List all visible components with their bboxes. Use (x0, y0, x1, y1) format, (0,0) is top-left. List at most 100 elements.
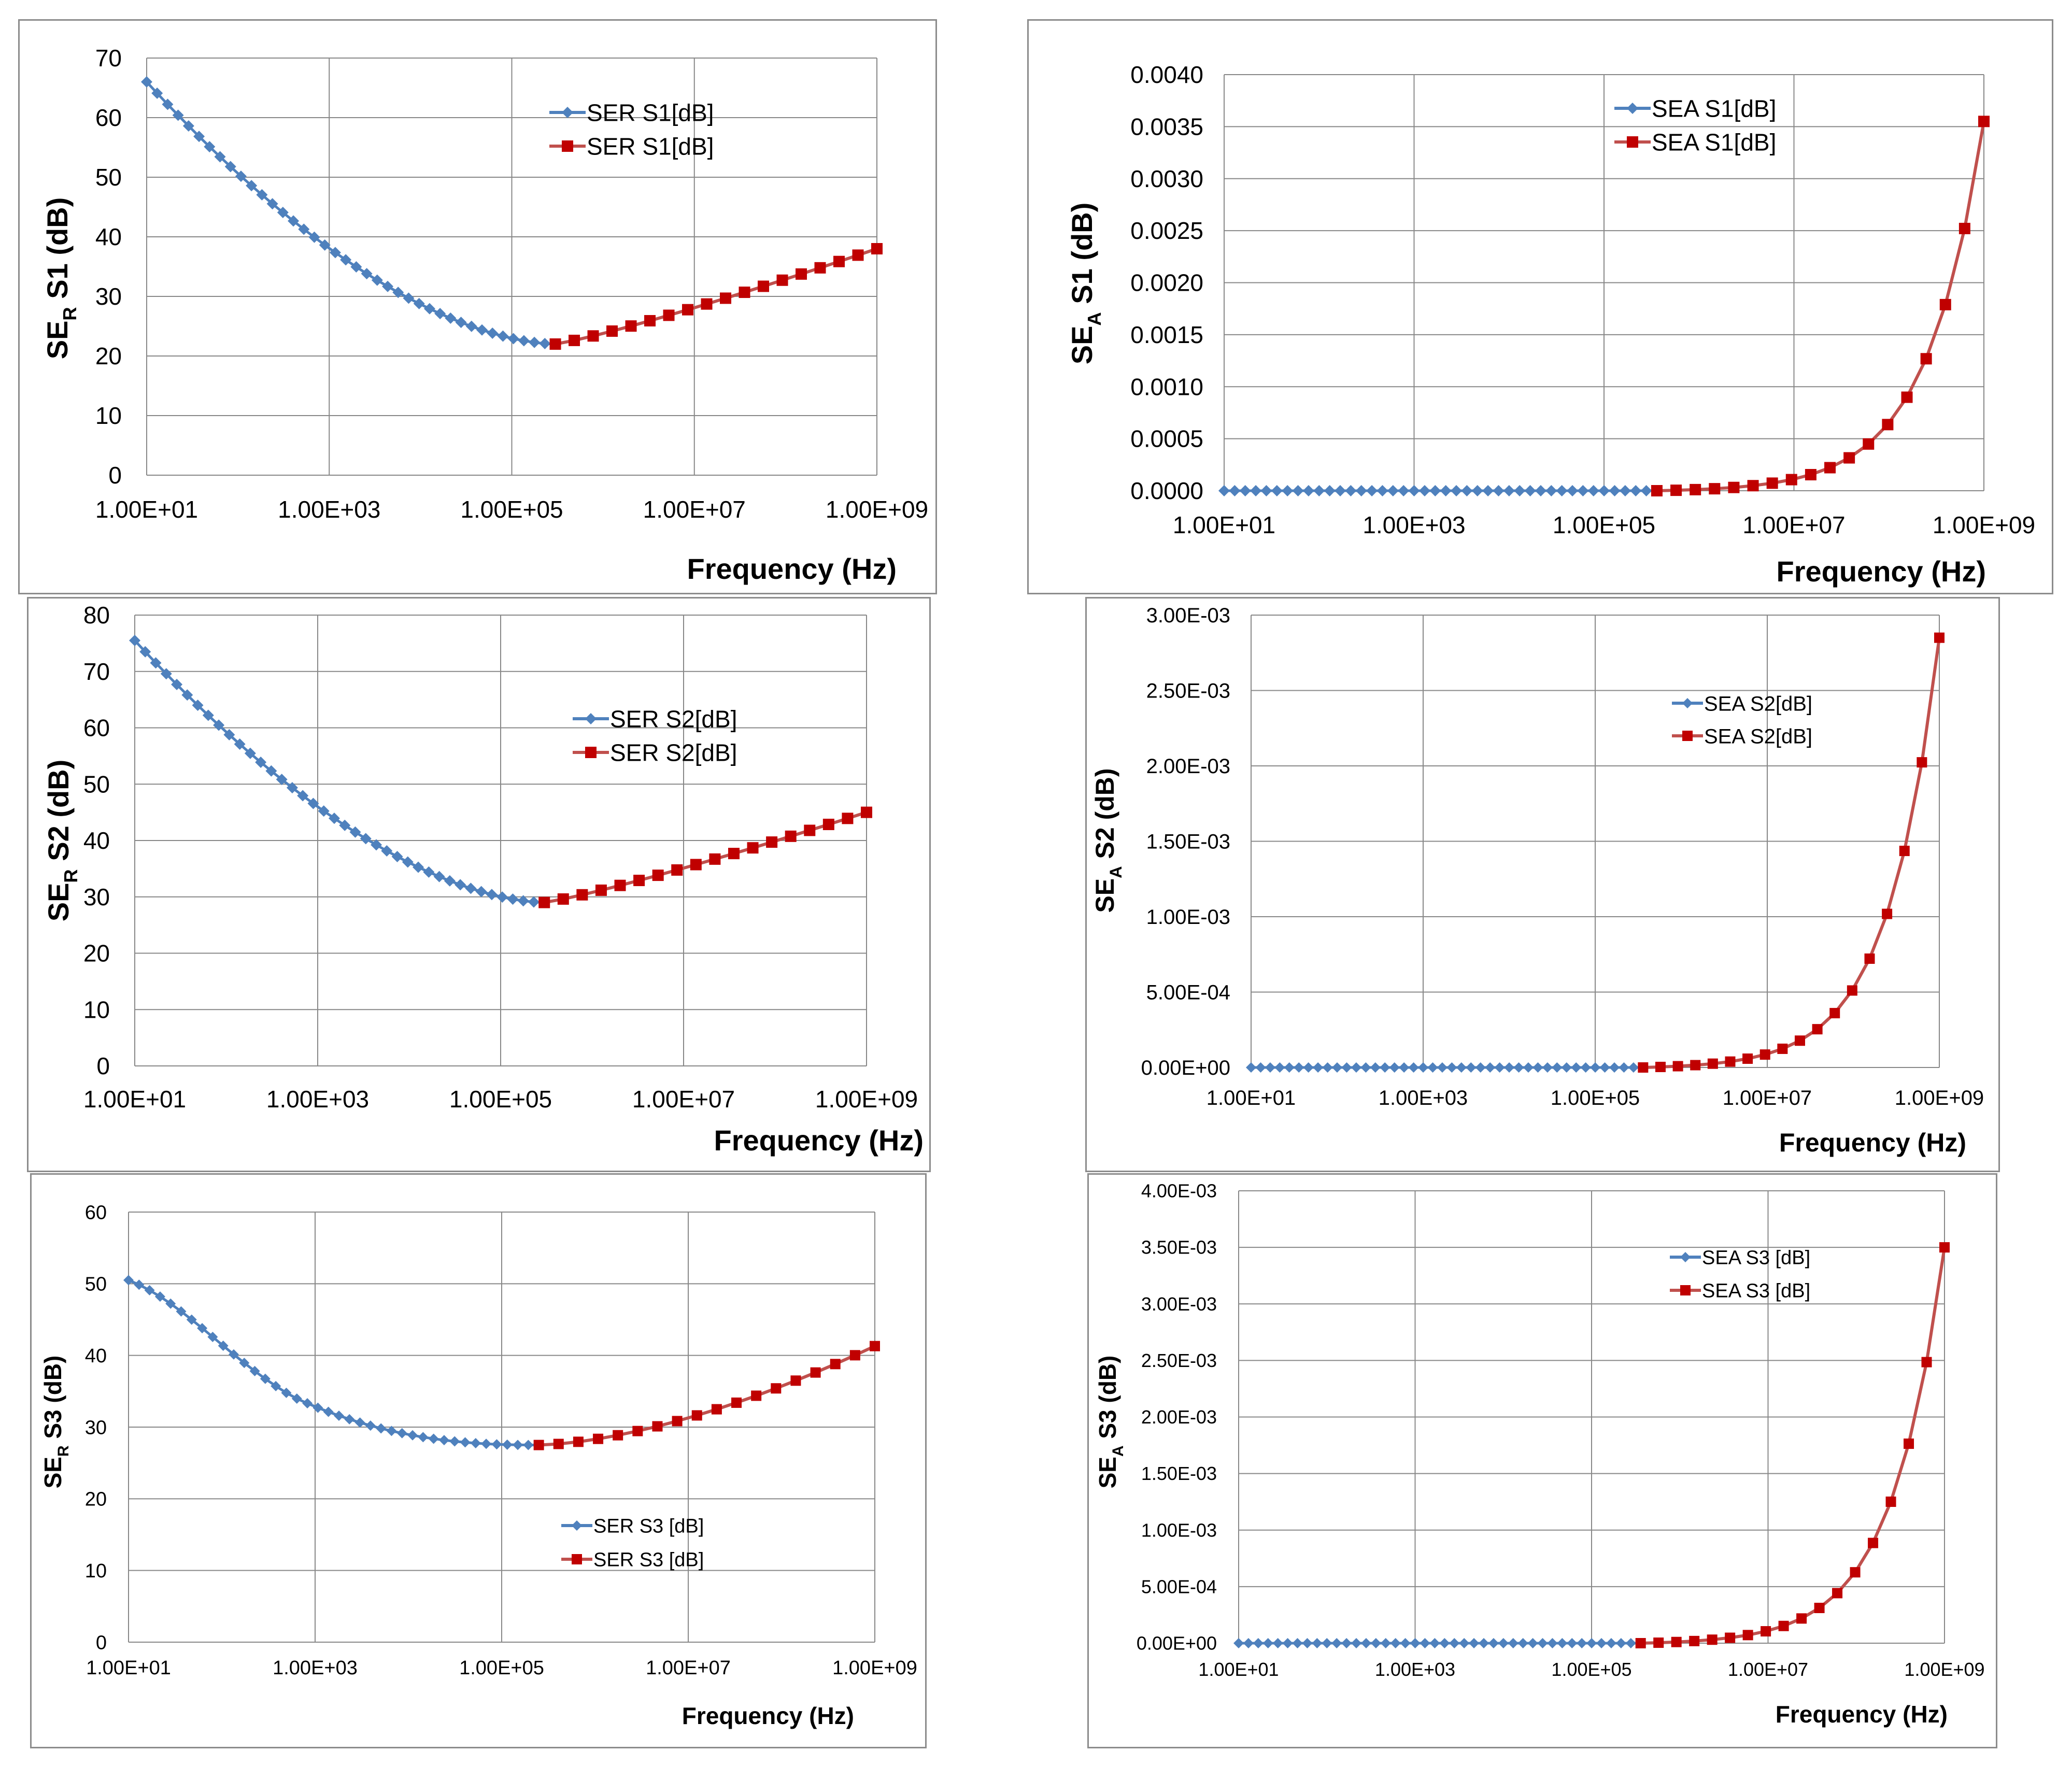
data-point-red (804, 824, 816, 836)
data-point-red (1885, 1497, 1896, 1507)
data-point-blue (396, 1428, 407, 1439)
legend-marker-diamond (562, 107, 573, 118)
y-tick-label: 0.0030 (1130, 165, 1203, 192)
data-point-blue (438, 1435, 449, 1446)
data-point-blue (1619, 1062, 1629, 1073)
y-tick-label: 0.0040 (1130, 61, 1203, 88)
data-point-blue (1567, 1638, 1578, 1648)
data-point-blue (144, 1285, 155, 1295)
chart-frame (18, 19, 937, 594)
data-point-blue (1571, 1062, 1582, 1073)
data-point-blue (1282, 1638, 1293, 1648)
data-point-blue (1400, 1638, 1411, 1648)
chart-panel-ser-s1: 0 10 20 30 40 50 60 70 1.00E+01 1.00E+03 1.00E+05 1… (18, 19, 937, 594)
data-point-blue (518, 335, 530, 347)
data-point-blue (197, 1323, 208, 1334)
data-point-blue (1399, 1062, 1410, 1073)
x-tick-label: 1.00E+05 (1551, 1087, 1640, 1109)
data-point-blue (1292, 1638, 1303, 1648)
data-point-red (1690, 1060, 1701, 1071)
y-tick-label: 0.0005 (1130, 425, 1203, 452)
data-point-red (1901, 391, 1913, 403)
y-tick-label: 50 (85, 1274, 107, 1295)
data-point-blue (1355, 485, 1367, 496)
x-tick-label: 1.00E+09 (1904, 1659, 1984, 1680)
data-point-red (573, 1436, 584, 1447)
data-point-blue (276, 774, 288, 786)
legend-label: SEA S3 [dB] (1702, 1280, 1810, 1302)
data-point-red (1653, 1637, 1664, 1648)
y-tick-label: 50 (95, 164, 122, 191)
y-tick-label: 0.00E+00 (1141, 1057, 1230, 1079)
data-point-blue (1408, 1062, 1419, 1073)
data-point-blue (407, 1430, 418, 1441)
y-tick-label: 20 (85, 1489, 107, 1511)
legend-label: SER S2[dB] (610, 706, 737, 733)
data-point-red (1939, 1242, 1950, 1253)
data-point-blue (328, 813, 340, 824)
x-tick-label: 1.00E+05 (459, 1657, 544, 1679)
data-point-blue (1552, 1062, 1563, 1073)
x-tick-label: 1.00E+01 (1207, 1087, 1296, 1109)
legend-label: SEA S1[dB] (1652, 95, 1776, 122)
data-point-red (822, 818, 834, 830)
y-tick-label: 0 (96, 1632, 107, 1654)
data-point-blue (423, 303, 435, 315)
x-axis-title: Frequency (Hz) (682, 1702, 854, 1729)
data-point-blue (1418, 1062, 1429, 1073)
data-point-blue (1341, 1062, 1352, 1073)
data-point-blue (1587, 485, 1599, 496)
y-tick-label: 2.50E-03 (1141, 1350, 1217, 1371)
data-point-red (711, 1404, 722, 1415)
y-tick-label: 1.00E-03 (1146, 906, 1230, 929)
data-point-blue (496, 891, 508, 903)
data-point-blue (1398, 485, 1410, 496)
data-point-red (833, 255, 845, 267)
y-tick-label: 30 (85, 1417, 107, 1439)
data-point-red (690, 859, 702, 871)
data-point-blue (1312, 1638, 1323, 1648)
data-point-blue (449, 1436, 460, 1447)
data-point-red (625, 320, 637, 332)
data-point-blue (1517, 1638, 1528, 1648)
data-point-blue (1466, 1062, 1477, 1073)
data-point-red (1959, 222, 1970, 234)
data-point-red (633, 875, 645, 887)
data-point-blue (1255, 1062, 1266, 1073)
x-tick-label: 1.00E+01 (1173, 511, 1275, 538)
x-tick-label: 1.00E+01 (95, 496, 198, 523)
data-point-blue (171, 678, 183, 690)
y-tick-label: 0.0010 (1130, 373, 1203, 400)
legend-marker-square (1680, 1285, 1691, 1295)
data-point-blue (413, 297, 425, 309)
data-point-red (1635, 1638, 1646, 1648)
data-point-blue (123, 1275, 134, 1286)
data-point-blue (1322, 1638, 1332, 1648)
data-point-red (790, 1375, 801, 1386)
x-tick-label: 1.00E+01 (1198, 1659, 1279, 1680)
data-point-red (1882, 908, 1893, 919)
data-point-blue (1239, 485, 1251, 496)
data-point-blue (1439, 1638, 1450, 1648)
data-point-blue (1586, 1638, 1597, 1648)
data-point-red (614, 879, 626, 891)
y-axis-title: SER S1 (dB) (41, 197, 80, 360)
data-point-red (1785, 474, 1797, 486)
data-point-red (1707, 1634, 1718, 1645)
data-point-red (613, 1430, 623, 1441)
y-tick-label: 3.50E-03 (1141, 1237, 1217, 1258)
y-axis-title: SER S3 (dB) (39, 1356, 72, 1489)
data-point-blue (1615, 1638, 1626, 1648)
data-point-red (1638, 1062, 1649, 1073)
x-axis-title: Frequency (Hz) (714, 1124, 924, 1157)
data-point-blue (329, 247, 341, 259)
data-point-blue (213, 719, 225, 731)
y-tick-label: 10 (95, 402, 122, 429)
data-point-red (1671, 1636, 1682, 1647)
data-point-blue (154, 1291, 165, 1302)
data-point-blue (470, 1438, 481, 1449)
data-point-red (785, 830, 797, 842)
data-point-blue (281, 1387, 292, 1398)
data-point-red (557, 893, 569, 905)
data-point-red (842, 813, 854, 824)
